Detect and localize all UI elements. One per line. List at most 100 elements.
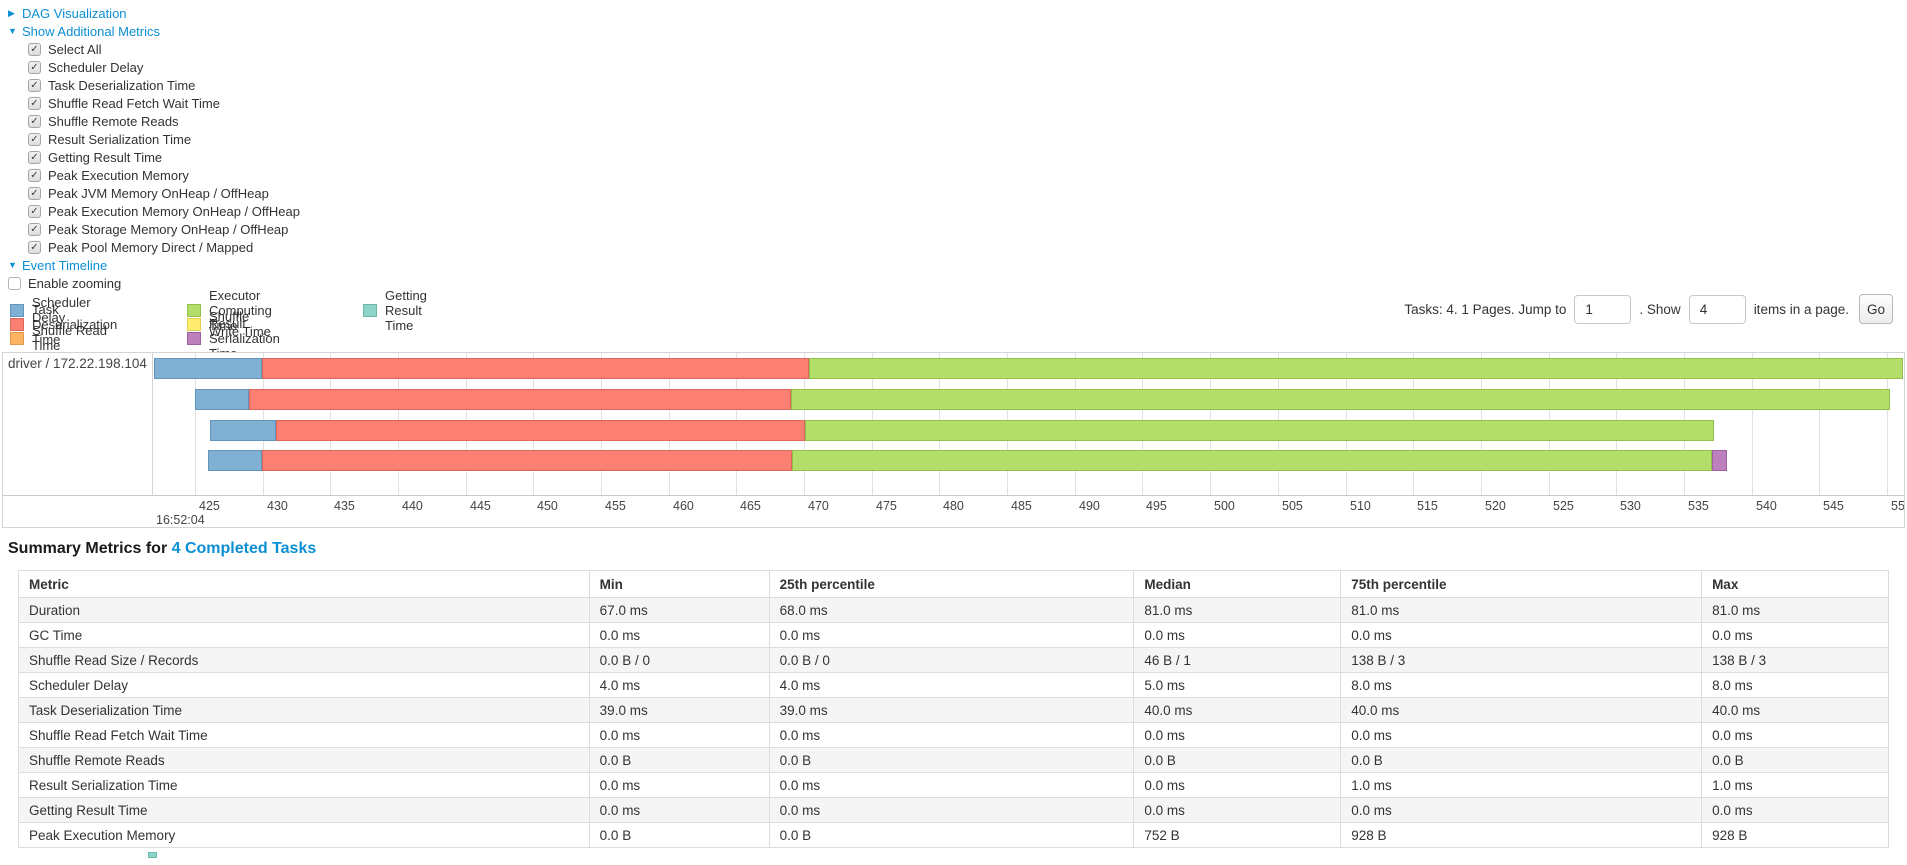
metric-checkbox-item[interactable]: ✓ Shuffle Read Fetch Wait Time — [28, 94, 300, 112]
legend-item: Getting Result Time — [363, 288, 427, 333]
axis-tick-label: 510 — [1350, 499, 1371, 513]
metric-value-cell: 138 B / 3 — [1340, 647, 1703, 673]
metric-checkbox-item[interactable]: ✓ Task Deserialization Time — [28, 76, 300, 94]
legend-item: Result Serialization Time — [187, 316, 280, 361]
metric-value-cell: 68.0 ms — [768, 597, 1135, 623]
executor_computing-bar-segment[interactable] — [792, 450, 1712, 471]
show-additional-metrics-link[interactable]: ▼ Show Additional Metrics — [8, 22, 300, 40]
checkbox-icon[interactable]: ✓ — [28, 42, 41, 56]
metric-name-cell: Shuffle Read Size / Records — [18, 647, 590, 673]
metric-value-cell: 39.0 ms — [768, 697, 1135, 723]
checkbox-icon[interactable]: ✓ — [28, 114, 41, 128]
checkbox-icon[interactable]: ✓ — [28, 240, 41, 254]
show-additional-metrics-label: Show Additional Metrics — [22, 23, 161, 39]
metric-checkbox-item[interactable]: ✓ Shuffle Remote Reads — [28, 112, 300, 130]
task_deserialization-bar-segment[interactable] — [249, 389, 791, 410]
metric-checkbox-item[interactable]: ✓ Peak JVM Memory OnHeap / OffHeap — [28, 184, 300, 202]
completed-tasks-link[interactable]: 4 Completed Tasks — [171, 540, 317, 557]
metric-checkbox-item[interactable]: ✓ Peak Storage Memory OnHeap / OffHeap — [28, 220, 300, 238]
axis-tick-label: 485 — [1011, 499, 1032, 513]
metric-checkbox-item[interactable]: ✓ Getting Result Time — [28, 148, 300, 166]
metric-name-cell: Getting Result Time — [18, 797, 590, 823]
axis-tick-label: 550 — [1891, 499, 1904, 513]
metric-value-cell: 0.0 ms — [588, 722, 770, 748]
metric-checkbox-item[interactable]: ✓ Result Serialization Time — [28, 130, 300, 148]
axis-tick-label: 545 — [1823, 499, 1844, 513]
column-header: 75th percentile — [1340, 570, 1703, 598]
task_deserialization-bar-segment[interactable] — [262, 450, 792, 471]
metric-name-cell: Shuffle Read Fetch Wait Time — [18, 722, 590, 748]
scheduler_delay-bar-segment[interactable] — [208, 450, 262, 471]
summary-title-prefix: Summary Metrics for — [8, 540, 172, 557]
table-row: Shuffle Read Size / Records 0.0 B / 0 0.0 … — [18, 647, 1889, 673]
items-per-page-input[interactable] — [1688, 294, 1746, 324]
column-header: Metric — [18, 570, 590, 598]
table-row: Result Serialization Time 0.0 ms 0.0 ms 0.0… — [18, 772, 1889, 798]
executor_computing-bar-segment[interactable] — [791, 389, 1890, 410]
executor_computing-bar-segment[interactable] — [805, 420, 1714, 441]
axis-tick-label: 535 — [1688, 499, 1709, 513]
table-row: Shuffle Read Fetch Wait Time 0.0 ms 0.0 ms… — [18, 722, 1889, 748]
task_deserialization-bar-segment[interactable] — [276, 420, 805, 441]
legend-item: Task Deserialization Time — [10, 302, 117, 347]
metric-checkbox-item[interactable]: ✓ Scheduler Delay — [28, 58, 300, 76]
checkbox-icon[interactable]: ✓ — [28, 168, 41, 182]
metric-checkbox-item[interactable]: ✓ Peak Pool Memory Direct / Mapped — [28, 238, 300, 256]
checkbox-icon[interactable]: ✓ — [28, 96, 41, 110]
metric-value-cell: 0.0 B — [768, 747, 1135, 773]
task_deserialization-bar-segment[interactable] — [262, 358, 809, 379]
axis-tick-label: 525 — [1553, 499, 1574, 513]
axis-tick-label: 465 — [740, 499, 761, 513]
checkbox-icon[interactable]: ✓ — [28, 186, 41, 200]
legend-label: Getting Result Time — [385, 287, 427, 333]
metric-value-cell: 8.0 ms — [1701, 672, 1889, 698]
metric-value-cell: 1.0 ms — [1701, 772, 1889, 798]
metric-checkbox-item[interactable]: ✓ Select All — [28, 40, 300, 58]
metric-value-cell: 67.0 ms — [588, 597, 770, 623]
axis-tick-label: 540 — [1756, 499, 1777, 513]
enable-zooming-checkbox[interactable] — [8, 276, 21, 290]
checkbox-icon[interactable]: ✓ — [28, 132, 41, 146]
checkbox-icon[interactable]: ✓ — [28, 60, 41, 74]
checkbox-icon[interactable]: ✓ — [28, 222, 41, 236]
result_serialization-bar-segment[interactable] — [1712, 450, 1727, 471]
result_serialization-swatch-icon — [187, 331, 201, 345]
executor_computing-bar-segment[interactable] — [809, 358, 1903, 379]
table-row: Shuffle Remote Reads 0.0 B 0.0 B 0.0 B 0.0 B… — [18, 747, 1889, 773]
checkbox-icon[interactable]: ✓ — [28, 204, 41, 218]
checkbox-icon[interactable]: ✓ — [28, 150, 41, 164]
dag-visualization-link[interactable]: ▶ DAG Visualization — [8, 4, 300, 22]
timeline-axis: 425 430 435 440 445 450 455 460 465 470 475 480 485 4… — [3, 495, 1904, 527]
enable-zooming-label: Enable zooming — [28, 275, 122, 291]
metric-checkbox-item[interactable]: ✓ Peak Execution Memory — [28, 166, 300, 184]
enable-zooming-control[interactable]: Enable zooming — [8, 274, 300, 292]
axis-tick-label: 475 — [876, 499, 897, 513]
executor-group-label: driver / 172.22.198.104 — [3, 353, 153, 495]
metric-name-cell: Peak Execution Memory — [18, 822, 590, 848]
metric-checkbox-item[interactable]: ✓ Peak Execution Memory OnHeap / OffHeap — [28, 202, 300, 220]
scheduler_delay-bar-segment[interactable] — [195, 389, 249, 410]
event-timeline-link[interactable]: ▼ Event Timeline — [8, 256, 300, 274]
table-row: Duration 67.0 ms 68.0 ms 81.0 ms 81.0 ms 81.0… — [18, 597, 1889, 623]
legend-label: Executor Computing Time — [209, 287, 272, 333]
go-button[interactable]: Go — [1859, 294, 1893, 324]
axis-tick-label: 460 — [673, 499, 694, 513]
metric-value-cell: 0.0 ms — [1340, 722, 1703, 748]
jump-to-page-input[interactable] — [1574, 294, 1632, 324]
metric-value-cell: 0.0 ms — [1701, 797, 1889, 823]
checkbox-icon[interactable]: ✓ — [28, 78, 41, 92]
metric-value-cell: 0.0 B — [588, 822, 770, 848]
scheduler_delay-bar-segment[interactable] — [154, 358, 262, 379]
metric-value-cell: 138 B / 3 — [1701, 647, 1889, 673]
metric-value-cell: 8.0 ms — [1340, 672, 1703, 698]
metric-value-cell: 0.0 ms — [768, 622, 1135, 648]
metric-checkbox-label: Task Deserialization Time — [48, 77, 196, 93]
scheduler_delay-bar-segment[interactable] — [210, 420, 276, 441]
scheduler_delay-swatch-icon — [10, 303, 24, 317]
metric-value-cell: 928 B — [1701, 822, 1889, 848]
metric-value-cell: 0.0 ms — [1701, 722, 1889, 748]
table-row: Scheduler Delay 4.0 ms 4.0 ms 5.0 ms 8.0 ms 8… — [18, 672, 1889, 698]
metric-value-cell: 0.0 ms — [588, 772, 770, 798]
legend-label: Scheduler Delay — [32, 295, 91, 325]
table-header-row: Metric Min 25th percentile Median 75th perce… — [18, 570, 1889, 598]
